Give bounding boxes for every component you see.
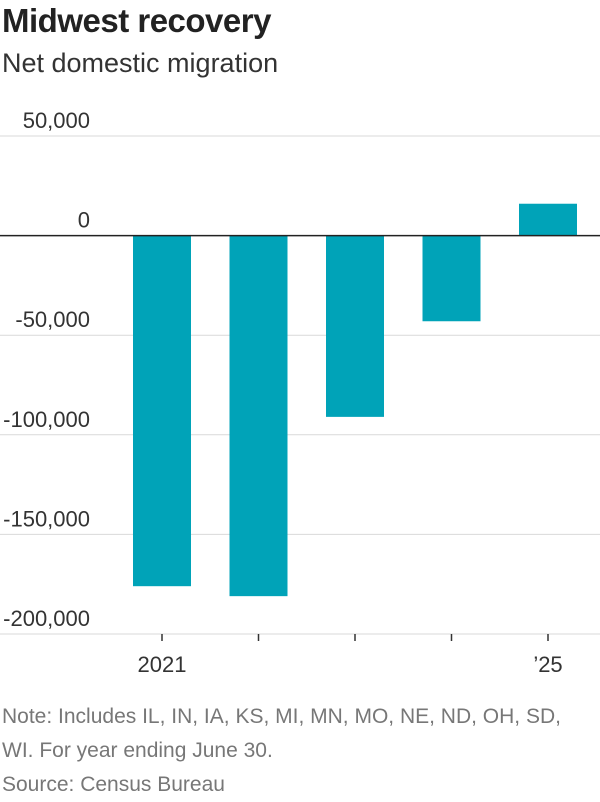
x-tick-label: 2021 xyxy=(138,652,187,677)
x-tick-label: ’25 xyxy=(533,652,562,677)
bar-2021 xyxy=(133,235,191,587)
bar-chart: 50,000 0 -50,000 -100,000 -150,000 -200,000 20… xyxy=(0,108,600,677)
chart-footnote: Note: Includes IL, IN, IA, KS, MI, MN, M… xyxy=(2,700,598,802)
bar-2025 xyxy=(519,203,577,236)
y-tick-label: 0 xyxy=(78,208,90,233)
bar-2024 xyxy=(422,235,481,322)
y-tick-label: -50,000 xyxy=(15,307,90,332)
y-tick-label: -200,000 xyxy=(3,606,90,631)
chart-subtitle: Net domestic migration xyxy=(2,48,279,78)
y-tick-label: 50,000 xyxy=(23,108,90,133)
y-tick-label: -150,000 xyxy=(3,506,90,531)
note-text: Note: Includes IL, IN, IA, KS, MI, MN, M… xyxy=(2,705,561,762)
bar-2022 xyxy=(229,235,288,597)
y-tick-label: -100,000 xyxy=(3,407,90,432)
source-text: Source: Census Bureau xyxy=(2,773,225,796)
chart-title: Midwest recovery xyxy=(2,2,271,39)
bar-2023 xyxy=(326,235,384,417)
